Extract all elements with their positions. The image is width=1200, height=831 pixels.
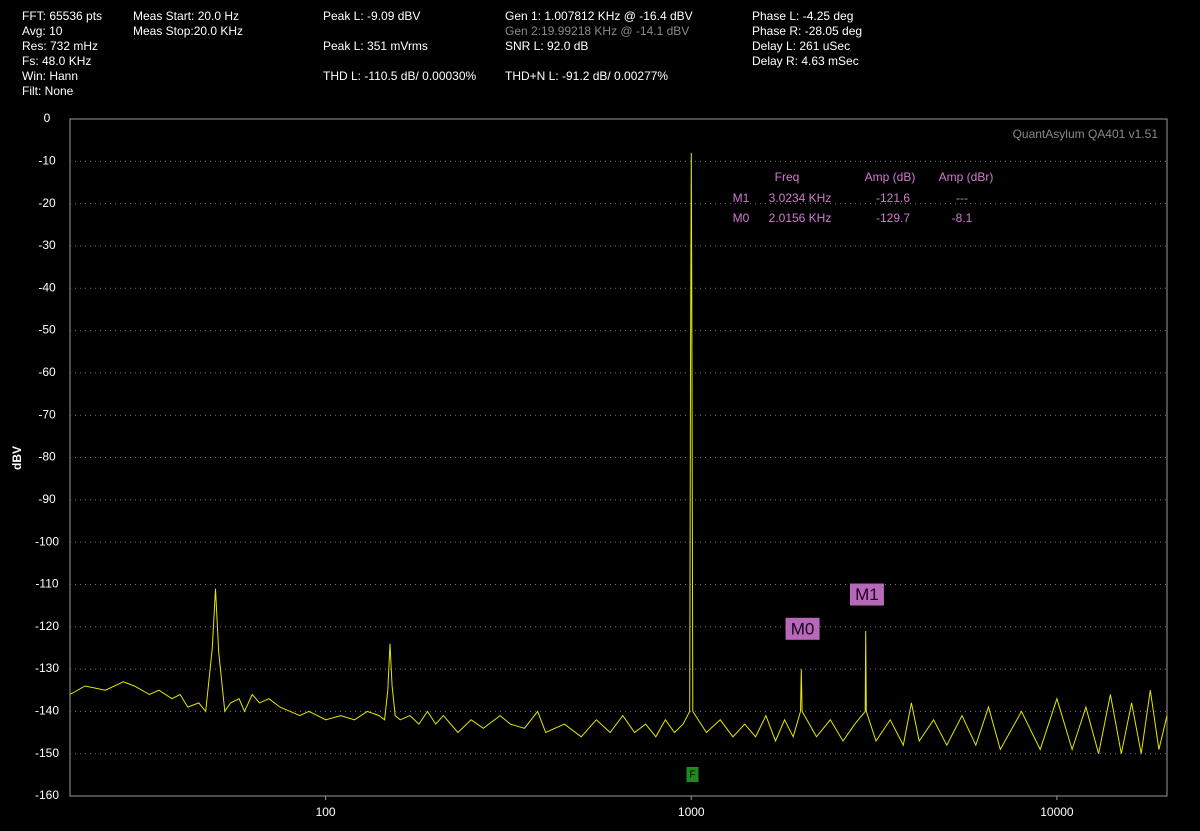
y-tick-label: -50 (38, 323, 56, 337)
y-tick-label: -10 (38, 153, 56, 167)
marker-freq: 3.0234 KHz (769, 191, 832, 205)
status-text: Win: Hann (22, 69, 78, 83)
status-text: Meas Stop:20.0 KHz (133, 24, 243, 38)
status-text: Gen 2:19.99218 KHz @ -14.1 dBV (505, 24, 689, 38)
status-text: THD+N L: -91.2 dB/ 0.00277% (505, 69, 668, 83)
y-tick-label: -140 (35, 704, 59, 718)
status-text: Gen 1: 1.007812 KHz @ -16.4 dBV (505, 9, 693, 23)
marker-ampr: -8.1 (952, 211, 973, 225)
status-text: Meas Start: 20.0 Hz (133, 9, 239, 23)
status-text: Phase R: -28.05 deg (752, 24, 862, 38)
y-tick-label: -150 (35, 746, 59, 760)
y-tick-label: -110 (35, 577, 58, 591)
y-axis-label: dBV (10, 446, 24, 470)
y-tick-label: -20 (38, 196, 56, 210)
y-tick-label: 0 (44, 111, 51, 125)
status-text: Phase L: -4.25 deg (752, 9, 853, 23)
y-tick-label: -130 (35, 661, 59, 675)
status-text: Peak L: -9.09 dBV (323, 9, 420, 23)
marker-amp: -121.6 (876, 191, 910, 205)
y-tick-label: -70 (38, 407, 56, 421)
status-text: THD L: -110.5 dB/ 0.00030% (323, 69, 477, 83)
watermark: QuantAsylum QA401 v1.51 (1013, 127, 1159, 141)
status-text: Filt: None (22, 84, 74, 98)
y-tick-label: -120 (35, 619, 59, 633)
marker-freq: 2.0156 KHz (769, 211, 832, 225)
status-text: Fs: 48.0 KHz (22, 54, 91, 68)
y-tick-label: -60 (38, 365, 56, 379)
spectrum-trace (69, 152, 1168, 754)
y-tick-label: -80 (38, 450, 56, 464)
marker-name: M1 (733, 191, 750, 205)
marker-box (785, 617, 820, 640)
status-text: Delay R: 4.63 mSec (752, 54, 859, 68)
y-tick-label: -30 (38, 238, 56, 252)
x-tick-label: 1000 (678, 805, 705, 819)
y-tick-label: -160 (35, 788, 59, 802)
marker-box-label: M1 (855, 585, 879, 604)
y-tick-label: -90 (38, 492, 56, 506)
marker-box (849, 583, 884, 606)
y-tick-label: -40 (38, 280, 56, 294)
plot-area (69, 118, 1168, 797)
status-text: Res: 732 mHz (22, 39, 98, 53)
status-text: Peak L: 351 mVrms (323, 39, 428, 53)
marker-amp: -129.7 (876, 211, 910, 225)
status-text: Delay L: 261 uSec (752, 39, 850, 53)
marker-ampr: --- (956, 191, 968, 205)
x-tick-label: 100 (316, 805, 336, 819)
status-text: Avg: 10 (22, 24, 63, 38)
y-tick-label: -100 (35, 534, 59, 548)
marker-table-header: Freq (775, 170, 800, 184)
marker-box-label: M0 (791, 619, 815, 638)
marker-name: M0 (733, 211, 750, 225)
marker-table-header: Amp (dBr) (939, 170, 994, 184)
x-tick-label: 10000 (1040, 805, 1074, 819)
fundamental-marker (686, 767, 699, 782)
marker-table-header: Amp (dB) (865, 170, 916, 184)
fundamental-label: F (689, 770, 695, 781)
status-text: FFT: 65536 pts (22, 9, 102, 23)
status-text: SNR L: 92.0 dB (505, 39, 588, 53)
